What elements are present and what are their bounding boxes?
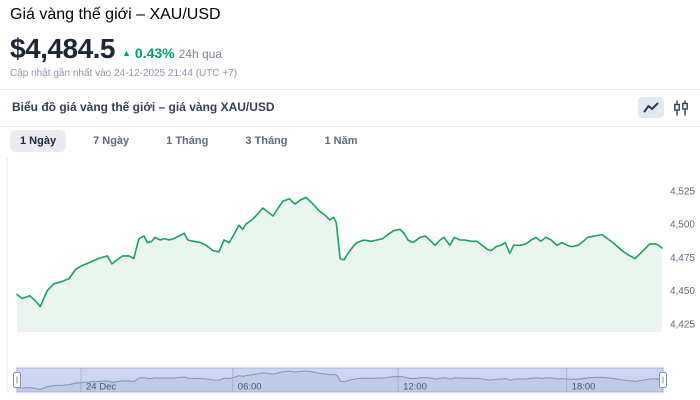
price-row: $4,484.5 ▲ 0.43% 24h qua (10, 33, 222, 65)
candlestick-button[interactable] (668, 97, 694, 118)
y-axis-tick-label: 4,475 (670, 253, 695, 264)
tab-range-3[interactable]: 1 Tháng (156, 130, 218, 152)
price-line (16, 196, 663, 308)
price-area-fill (17, 197, 662, 332)
x-axis-tick-label: 24 Dec (86, 382, 116, 393)
tab-range-1[interactable]: 1 Ngày (10, 130, 67, 152)
change-period: 24h qua (178, 47, 223, 61)
x-axis-tick-label: 06:00 (238, 382, 262, 393)
last-updated: Cập nhật gần nhất vào 24-12-2025 21:44 (… (10, 68, 238, 79)
change-wrap: ▲ 0.43% 24h qua (122, 45, 222, 61)
chart-panel-header: Biểu đồ giá vàng thế giới – giá vàng XAU… (0, 90, 700, 127)
panel-divider (0, 89, 700, 90)
range-tabs: 1 Ngày 7 Ngày 1 Tháng 3 Tháng 1 Năm (10, 130, 368, 152)
navigator-area-fill (17, 371, 663, 392)
line-chart-icon (643, 102, 659, 112)
change-percent: 0.43% (134, 45, 175, 61)
up-arrow-icon: ▲ (122, 48, 131, 58)
current-price: $4,484.5 (10, 33, 116, 64)
chart-panel-title: Biểu đồ giá vàng thế giới – giá vàng XAU… (12, 100, 275, 114)
y-axis-labels: 4,425 4,450 4,475 4,500 4,525 (670, 186, 695, 330)
x-axis-tick-label: 12:00 (403, 382, 427, 393)
main-series (16, 196, 663, 332)
y-axis-tick-label: 4,525 (670, 186, 695, 197)
page-title: Giá vàng thế giới – XAU/USD (10, 6, 221, 23)
y-axis-tick-label: 4,425 (670, 319, 695, 330)
y-axis-tick-label: 4,450 (670, 286, 695, 297)
navigator[interactable]: 24 Dec 06:00 12:00 18:00 (13, 367, 667, 393)
tab-range-2[interactable]: 7 Ngày (83, 130, 139, 152)
candlestick-icon (674, 100, 688, 115)
line-chart-button[interactable] (638, 97, 664, 118)
x-axis-tick-label: 18:00 (572, 382, 596, 393)
tab-range-5[interactable]: 1 Năm (315, 130, 368, 152)
navigator-line (16, 370, 664, 390)
chart-type-toggle (638, 97, 694, 118)
y-axis-tick-label: 4,500 (670, 220, 695, 231)
tab-range-4[interactable]: 3 Tháng (235, 130, 297, 152)
